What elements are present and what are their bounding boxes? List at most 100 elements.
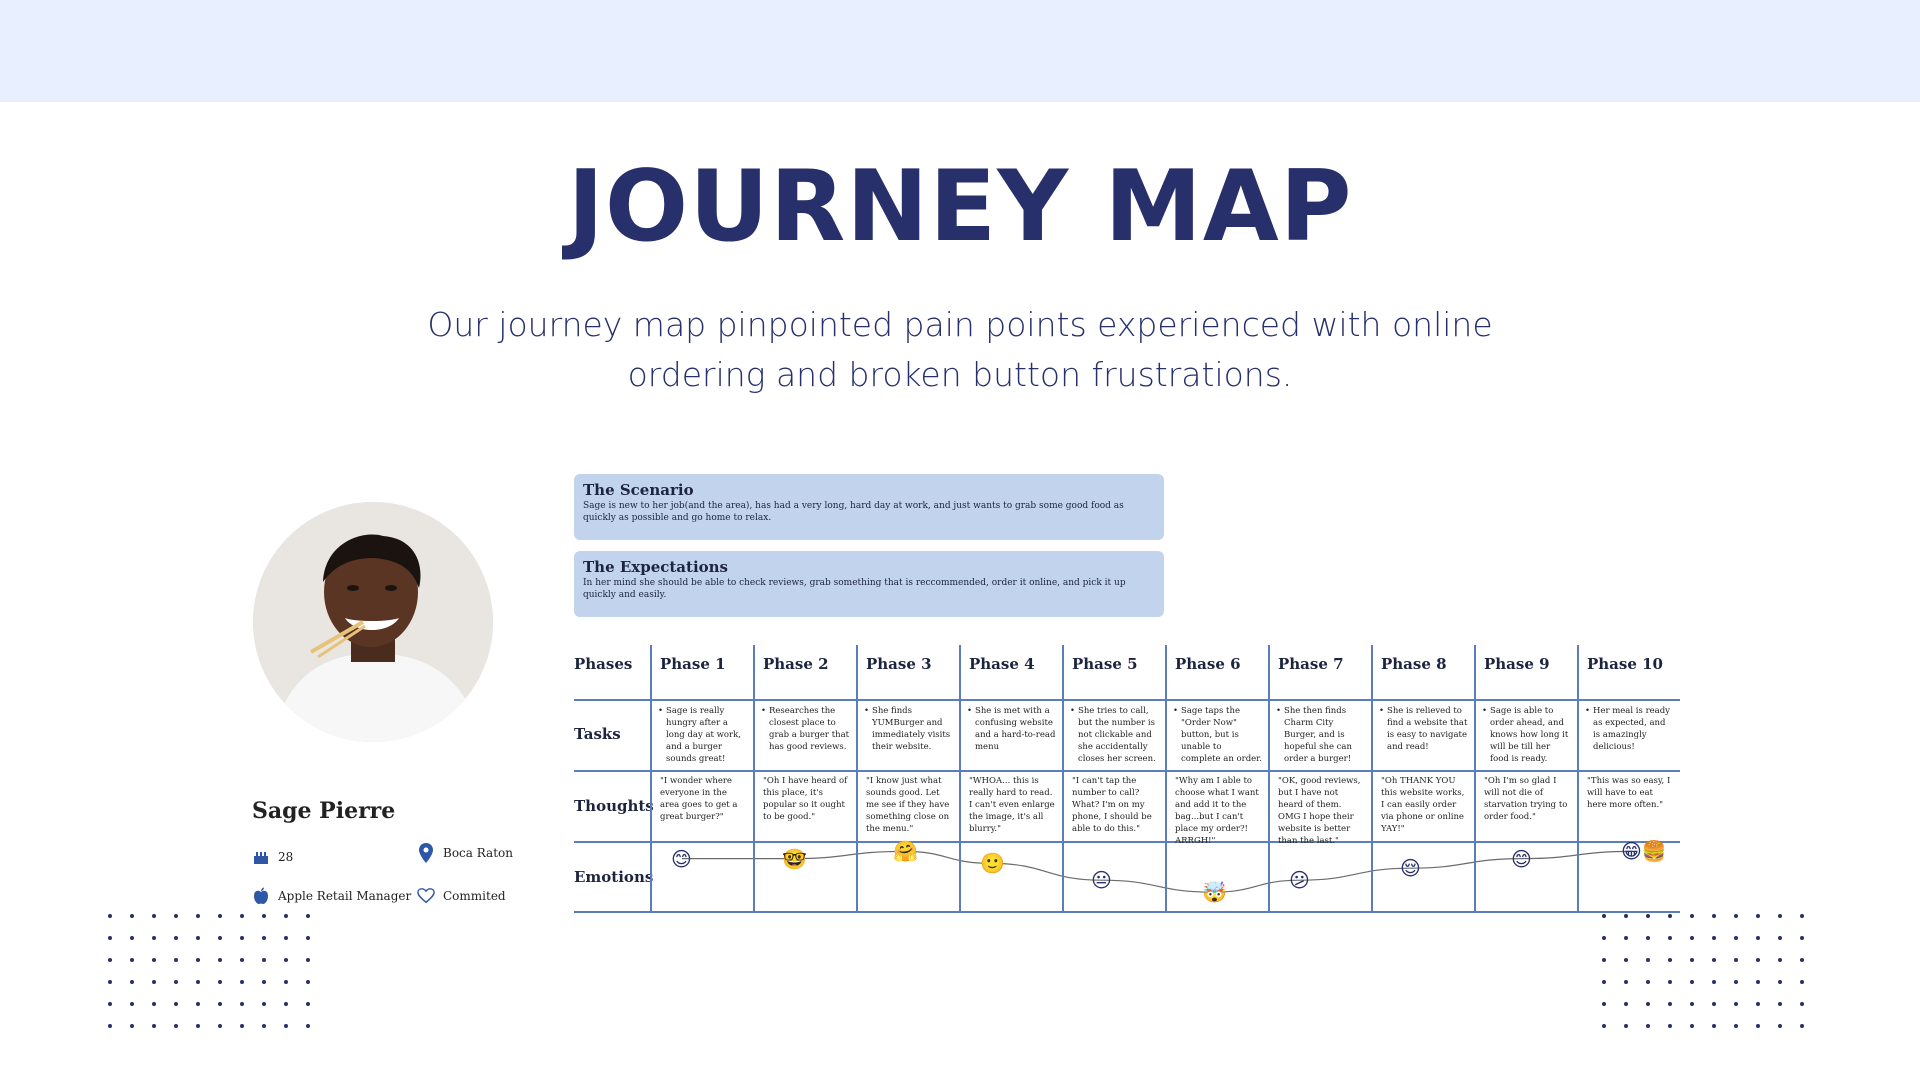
persona-status-value: Commited <box>443 889 506 903</box>
decorative-dot <box>1712 1024 1716 1028</box>
apple-logo-icon <box>252 887 270 905</box>
decorative-dot <box>1734 980 1738 984</box>
emotion-emoji: 😕 <box>1289 868 1310 893</box>
table-column-divider <box>856 645 858 911</box>
decorative-dot <box>1646 1002 1650 1006</box>
decorative-dot <box>262 936 266 940</box>
decorative-dot <box>240 914 244 918</box>
decorative-dot <box>174 958 178 962</box>
phase-task: Her meal is ready as expected, and is am… <box>1583 705 1674 753</box>
decorative-dot <box>1602 936 1606 940</box>
decorative-dot <box>1800 936 1804 940</box>
table-column-divider <box>1062 645 1064 911</box>
decorative-dot <box>1668 1002 1672 1006</box>
decorative-dot <box>218 1024 222 1028</box>
decorative-dot <box>1756 958 1760 962</box>
table-column-divider <box>1371 645 1373 911</box>
decorative-dot <box>152 1024 156 1028</box>
decorative-dot <box>218 958 222 962</box>
decorative-dot <box>196 980 200 984</box>
decorative-dot <box>1646 980 1650 984</box>
emotion-emoji: 😁🍔 <box>1621 839 1667 864</box>
decorative-dot <box>1778 1002 1782 1006</box>
phase-header: Phase 5 <box>1072 655 1138 673</box>
phase-thought: "I can't tap the number to call? What? I… <box>1072 776 1152 834</box>
table-column-divider <box>1165 645 1167 911</box>
decorative-dot <box>174 1024 178 1028</box>
row-label-tasks: Tasks <box>574 725 621 743</box>
decorative-dot <box>262 1002 266 1006</box>
phase-task: She finds YUMBurger and immediately visi… <box>862 705 953 753</box>
scenario-text: Sage is new to her job(and the area), ha… <box>583 501 1124 523</box>
emotion-emoji: 😊 <box>671 846 692 871</box>
expectations-text: In her mind she should be able to check … <box>583 578 1126 600</box>
phase-task: Sage taps the "Order Now" button, but is… <box>1171 705 1262 765</box>
decorative-dot <box>108 1024 112 1028</box>
decorative-dot <box>240 958 244 962</box>
decorative-dot <box>1734 1024 1738 1028</box>
decorative-dot <box>1668 980 1672 984</box>
decorative-dot <box>218 980 222 984</box>
phase-header: Phase 8 <box>1381 655 1447 673</box>
decorative-dot <box>1690 980 1694 984</box>
decorative-dot <box>1602 1002 1606 1006</box>
decorative-dot <box>1602 980 1606 984</box>
decorative-dot <box>1756 914 1760 918</box>
decorative-dot <box>196 1024 200 1028</box>
table-row-divider <box>574 699 1680 701</box>
phase-thought: "This was so easy, I will have to eat he… <box>1587 776 1671 810</box>
page-subtitle: Our journey map pinpointed pain points e… <box>360 300 1560 400</box>
phase-task: Sage is able to order ahead, and knows h… <box>1480 705 1571 765</box>
emotion-emoji: 😊 <box>1511 846 1532 871</box>
decorative-dot <box>1712 958 1716 962</box>
decorative-dot <box>1712 914 1716 918</box>
decorative-dot <box>262 958 266 962</box>
decorative-dot <box>306 914 310 918</box>
row-label-thoughts: Thoughts <box>574 797 654 815</box>
emotion-emoji: 😐 <box>1091 868 1112 893</box>
decorative-dot <box>306 980 310 984</box>
decorative-dot <box>1756 936 1760 940</box>
decorative-dot <box>1778 980 1782 984</box>
decorative-dot <box>1690 936 1694 940</box>
decorative-dot <box>130 1024 134 1028</box>
emotion-emoji: 😌 <box>1400 856 1421 881</box>
phase-thought: "Oh THANK YOU this website works, I can … <box>1381 776 1465 834</box>
decorative-dot <box>1602 1024 1606 1028</box>
decorative-dot <box>284 958 288 962</box>
decorative-dot <box>262 914 266 918</box>
decorative-dot <box>1712 936 1716 940</box>
decorative-dot <box>1712 980 1716 984</box>
phase-thought: "I wonder where everyone in the area goe… <box>660 776 738 822</box>
decorative-dot <box>130 1002 134 1006</box>
decorative-dot <box>1624 1002 1628 1006</box>
decorative-dot <box>306 936 310 940</box>
scenario-title: The Scenario <box>583 481 694 499</box>
phase-task: She tries to call, but the number is not… <box>1068 705 1159 765</box>
decorative-dot <box>1690 1024 1694 1028</box>
decorative-dot <box>284 936 288 940</box>
emotion-curve <box>682 850 1633 893</box>
decorative-dot <box>1624 980 1628 984</box>
decorative-dot <box>1602 958 1606 962</box>
decorative-dot <box>1646 958 1650 962</box>
emotion-emoji: 🤓 <box>782 846 807 871</box>
decorative-dot <box>196 914 200 918</box>
table-row-divider <box>574 911 1680 913</box>
decorative-dot <box>130 914 134 918</box>
emotion-emoji: 🙂 <box>980 851 1005 876</box>
decorative-dot <box>1602 914 1606 918</box>
phase-thought: "Oh I'm so glad I will not die of starva… <box>1484 776 1568 822</box>
subtitle-line-2: ordering and broken button frustrations. <box>627 355 1293 394</box>
decorative-dot <box>1756 1024 1760 1028</box>
decorative-dot <box>1800 980 1804 984</box>
decorative-dot <box>218 914 222 918</box>
decorative-dot <box>1668 958 1672 962</box>
decorative-dot <box>174 914 178 918</box>
phase-thought: "WHOA... this is really hard to read. I … <box>969 776 1055 834</box>
decorative-dot <box>130 958 134 962</box>
decorative-dot <box>196 936 200 940</box>
decorative-dot <box>1734 936 1738 940</box>
decorative-dot <box>174 1002 178 1006</box>
decorative-dot <box>1646 936 1650 940</box>
